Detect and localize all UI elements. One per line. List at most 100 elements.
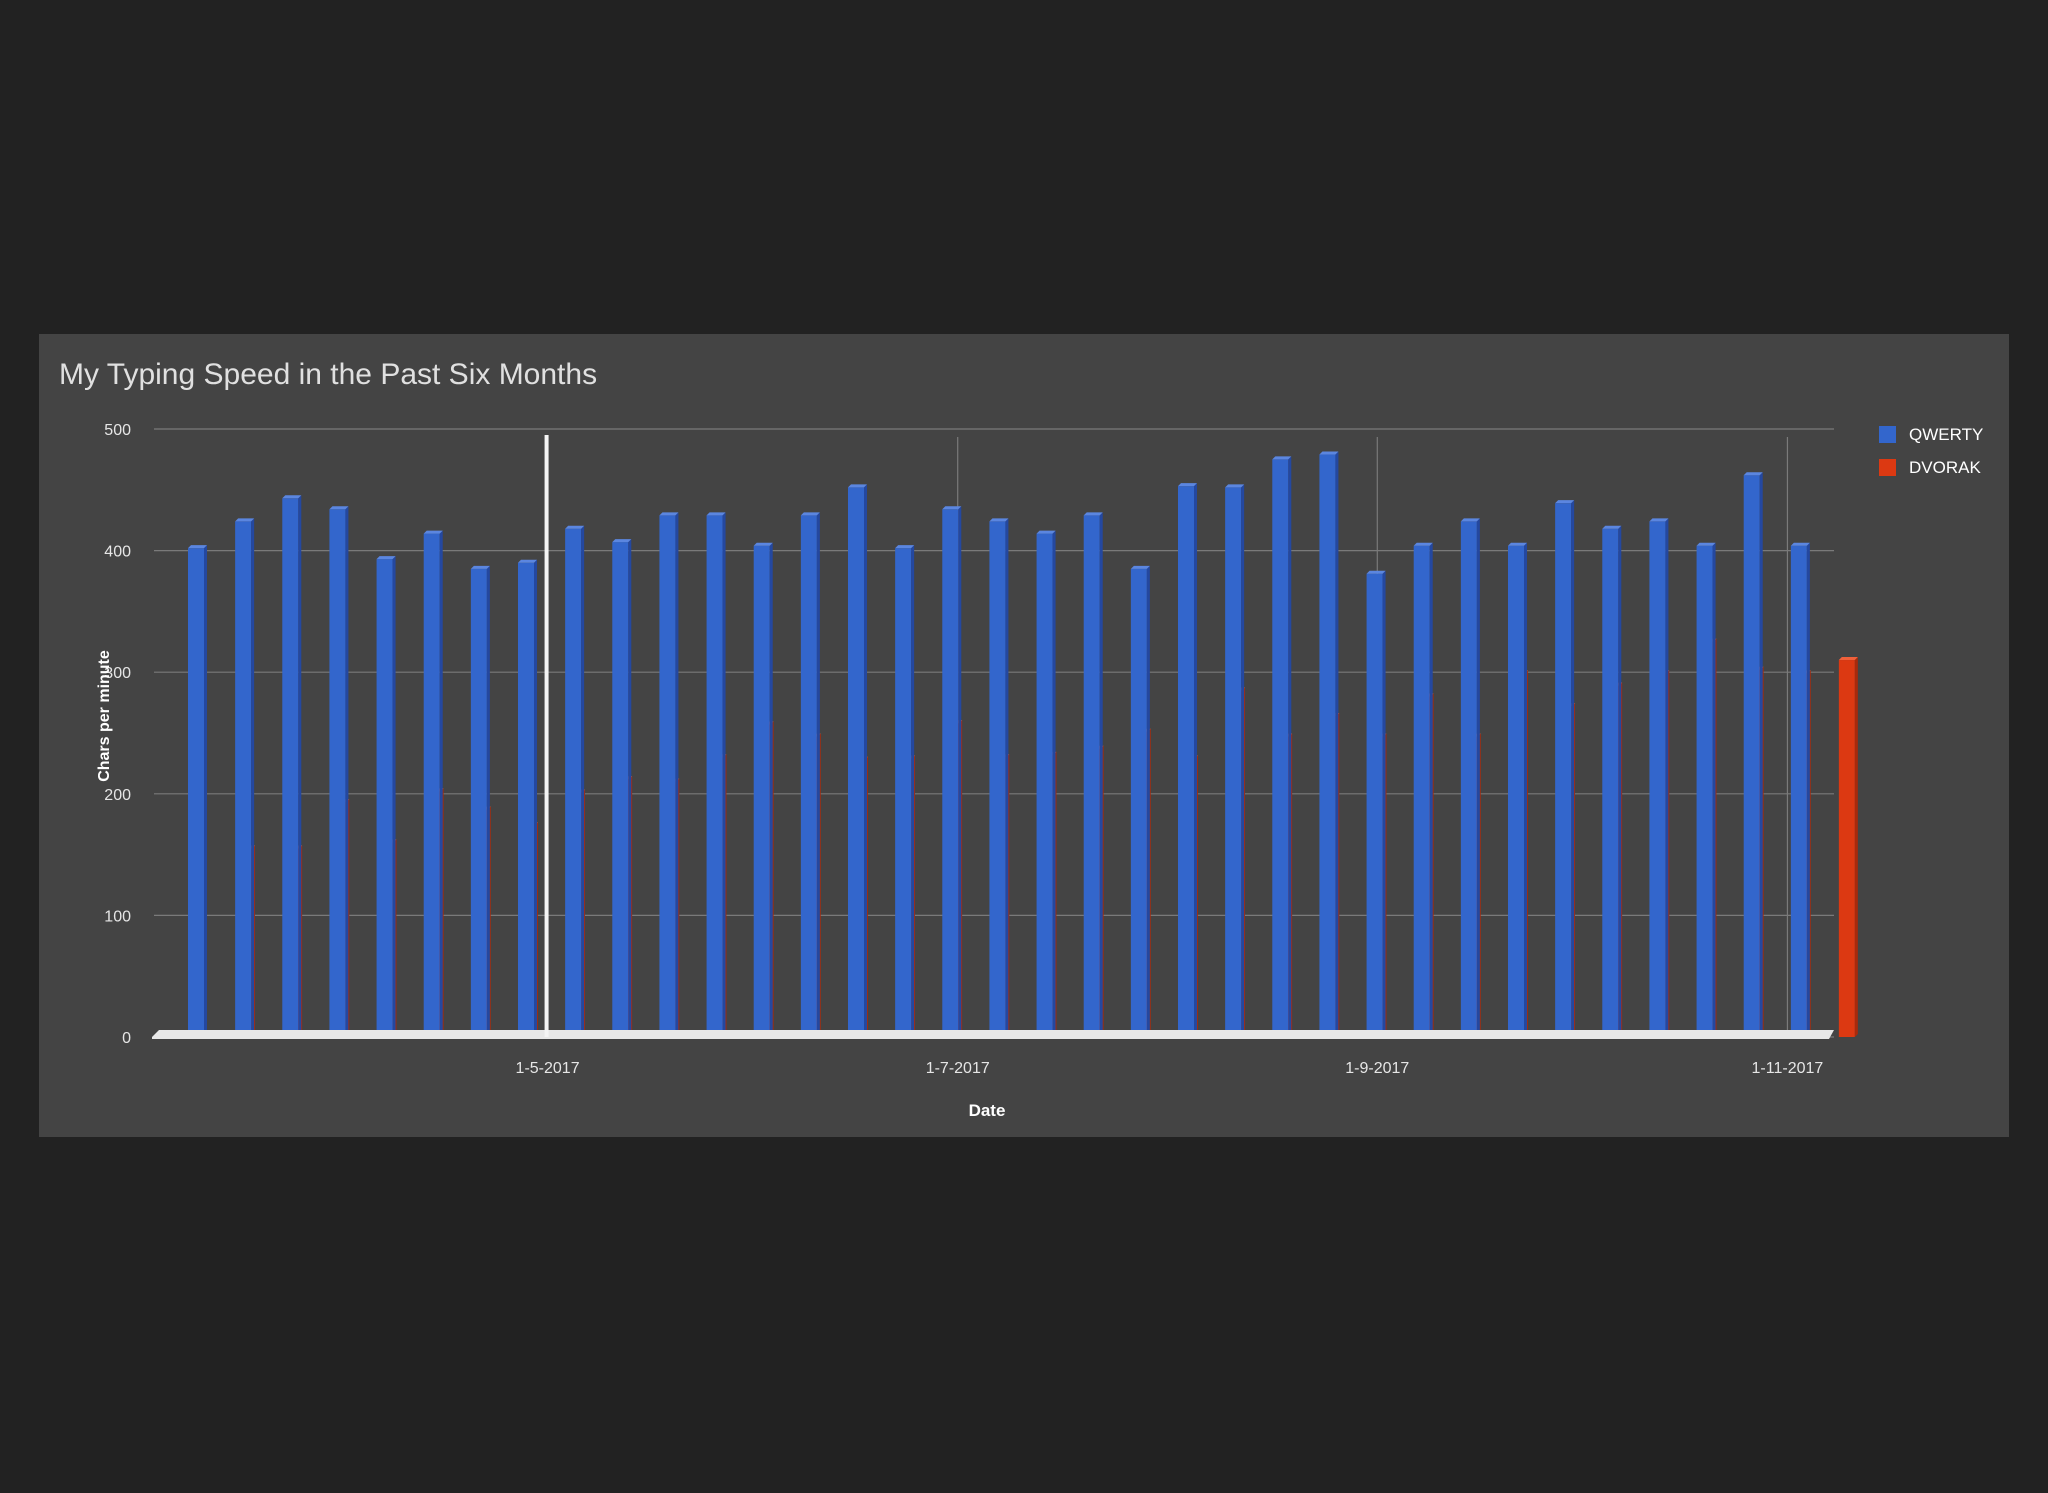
legend-label-qwerty: QWERTY (1909, 424, 1984, 444)
dvorak-bar-face (1838, 660, 1855, 1037)
qwerty-bar (1366, 570, 1386, 1037)
qwerty-bar (848, 484, 867, 1037)
qwerty-bar-side (1099, 512, 1103, 1037)
qwerty-bar-top (376, 556, 396, 560)
qwerty-bar-face (612, 542, 629, 1037)
y-axis-title: Chars per minute (96, 650, 113, 782)
y-tick-label: 100 (104, 908, 131, 925)
qwerty-bar-face (1555, 503, 1572, 1037)
qwerty-bar-side (1524, 542, 1527, 1037)
qwerty-bar-face (1790, 545, 1807, 1037)
qwerty-bar (706, 512, 726, 1037)
legend-label-dvorak: DVORAK (1909, 457, 1981, 477)
qwerty-bar-side (392, 556, 396, 1037)
qwerty-bar (942, 506, 962, 1037)
qwerty-bar-face (1743, 475, 1760, 1037)
qwerty-bar-top (1743, 472, 1763, 476)
qwerty-bar-face (1319, 454, 1336, 1037)
y-tick-label: 500 (104, 422, 131, 439)
qwerty-bar-side (1335, 451, 1339, 1037)
qwerty-bar (282, 495, 302, 1037)
dvorak-bar-side (1854, 657, 1858, 1037)
qwerty-bar-side (864, 484, 867, 1037)
qwerty-bar-top (1696, 542, 1716, 546)
qwerty-bar (235, 518, 255, 1037)
qwerty-bar-top (1083, 512, 1103, 516)
qwerty-bar-face (188, 548, 204, 1037)
qwerty-bar (565, 525, 585, 1037)
qwerty-bar-side (439, 530, 443, 1037)
qwerty-bar (1460, 518, 1480, 1037)
qwerty-bar-face (235, 521, 252, 1037)
qwerty-bar (1272, 456, 1292, 1037)
qwerty-bar-top (188, 545, 207, 549)
qwerty-bar-side (251, 518, 255, 1037)
qwerty-bar-top (800, 512, 820, 516)
qwerty-bar (518, 559, 537, 1037)
x-tick-label: 1-7-2017 (926, 1060, 990, 1077)
qwerty-bar (1036, 530, 1056, 1037)
y-tick-label: 300 (104, 665, 131, 682)
qwerty-bar-face (329, 509, 346, 1037)
qwerty-bar-side (722, 512, 726, 1037)
qwerty-bar-face (470, 568, 487, 1037)
qwerty-bar (329, 506, 349, 1037)
qwerty-bar-top (329, 506, 349, 510)
chart-legend: QWERTY DVORAK (1879, 418, 1983, 484)
qwerty-bar-side (958, 506, 962, 1037)
qwerty-bar-top (1036, 530, 1056, 534)
qwerty-bar (659, 512, 679, 1037)
qwerty-bar-top (848, 484, 867, 488)
qwerty-bar-top (1225, 484, 1245, 488)
qwerty-bar-face (1272, 459, 1289, 1037)
qwerty-bar-top (1272, 456, 1292, 460)
qwerty-bar-face (1696, 545, 1713, 1037)
qwerty-bar-face (706, 515, 723, 1037)
qwerty-bar-side (581, 525, 585, 1037)
qwerty-bar-face (753, 545, 770, 1037)
qwerty-bar (989, 518, 1009, 1037)
dvorak-bar (1838, 657, 1858, 1037)
qwerty-bar-side (911, 545, 915, 1037)
qwerty-bar-side (1806, 542, 1810, 1037)
qwerty-bar (1413, 542, 1433, 1037)
y-tick-label: 200 (104, 787, 131, 804)
qwerty-bar-side (1571, 500, 1575, 1037)
qwerty-bar (1790, 542, 1810, 1037)
qwerty-bar-side (486, 565, 490, 1037)
qwerty-bar-top (706, 512, 726, 516)
legend-item-qwerty[interactable]: QWERTY (1879, 418, 1983, 451)
qwerty-bar-side (204, 545, 207, 1037)
qwerty-bar-top (518, 559, 537, 563)
x-axis-title: Date (969, 1101, 1006, 1120)
qwerty-bar-side (298, 495, 302, 1037)
qwerty-bar-face (989, 521, 1006, 1037)
qwerty-bar-side (1005, 518, 1009, 1037)
qwerty-bar-face (1366, 573, 1383, 1037)
x-tick-label: 1-5-2017 (516, 1060, 580, 1077)
qwerty-bar-face (942, 509, 959, 1037)
qwerty-bar-top (1130, 565, 1150, 569)
legend-swatch-qwerty (1879, 426, 1896, 443)
qwerty-bar-side (628, 539, 632, 1037)
qwerty-bar-top (895, 545, 915, 549)
qwerty-bar-side (1429, 542, 1433, 1037)
qwerty-bar-face (1130, 568, 1147, 1037)
chart-title: My Typing Speed in the Past Six Months (59, 358, 598, 391)
dvorak-bar-top (1838, 657, 1858, 661)
chart-panel: My Typing Speed in the Past Six Months 0… (39, 334, 2009, 1137)
qwerty-bar-face (1036, 533, 1053, 1037)
qwerty-bar-side (1759, 472, 1763, 1037)
x-tick-label: 1-11-2017 (1752, 1060, 1824, 1077)
qwerty-bar-side (345, 506, 349, 1037)
qwerty-bar-top (942, 506, 962, 510)
y-tick-label: 400 (104, 544, 131, 561)
qwerty-bar-face (1460, 521, 1477, 1037)
qwerty-bar-top (1178, 483, 1197, 487)
qwerty-bar-face (1649, 521, 1666, 1037)
qwerty-bar-face (518, 562, 534, 1037)
legend-item-dvorak[interactable]: DVORAK (1879, 451, 1983, 484)
qwerty-bar-side (1052, 530, 1056, 1037)
qwerty-bar (800, 512, 820, 1037)
qwerty-bar-face (376, 559, 393, 1037)
